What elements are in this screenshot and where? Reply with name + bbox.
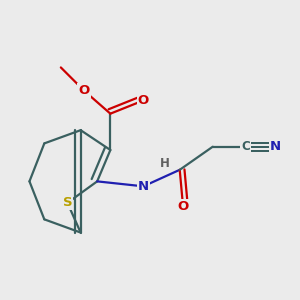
Text: H: H bbox=[160, 157, 170, 170]
Text: N: N bbox=[138, 180, 149, 193]
Text: O: O bbox=[78, 84, 90, 97]
Text: N: N bbox=[270, 140, 281, 153]
Text: O: O bbox=[138, 94, 149, 107]
Text: C: C bbox=[242, 140, 250, 153]
Text: S: S bbox=[63, 196, 72, 209]
Text: O: O bbox=[177, 200, 189, 213]
